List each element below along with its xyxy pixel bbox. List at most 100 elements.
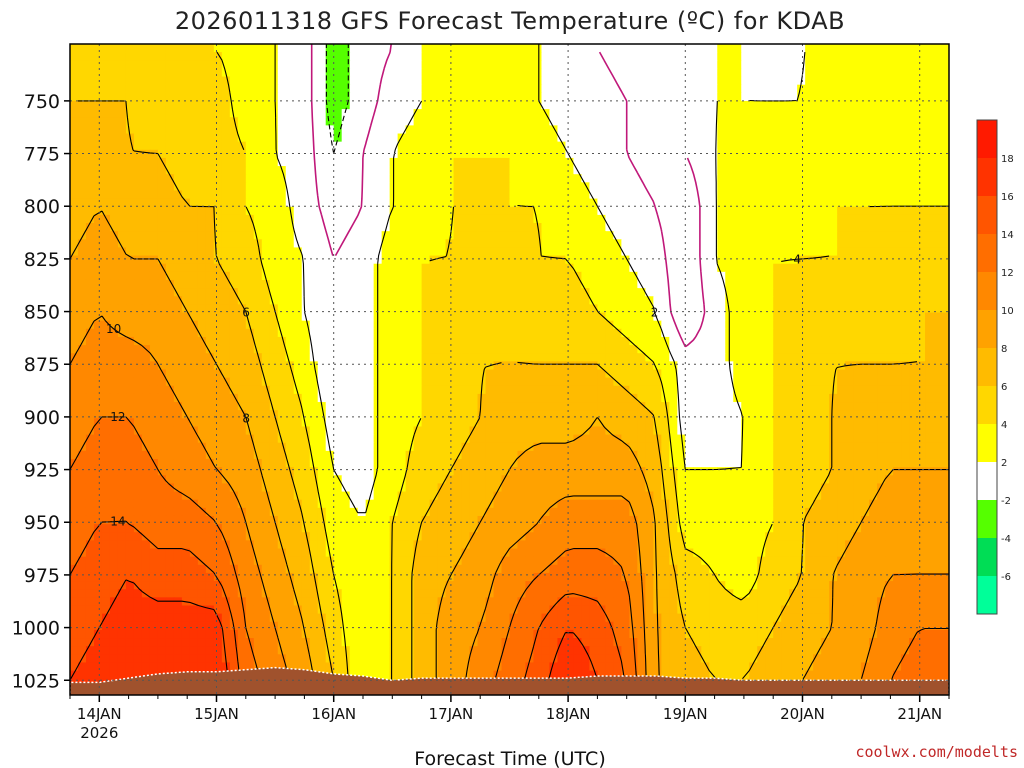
temperature-cell [221,117,231,126]
temperature-cell [469,336,479,346]
temperature-cell [197,60,207,70]
temperature-cell [789,76,798,86]
temperature-cell [197,255,207,265]
temperature-cell [685,385,694,395]
temperature-cell [861,288,870,297]
temperature-cell [589,84,598,94]
temperature-cell [445,52,455,61]
temperature-cell [413,166,423,175]
temperature-cell [917,231,926,240]
temperature-cell [309,182,319,192]
temperature-cell [461,320,471,330]
temperature-cell [741,296,750,305]
temperature-cell [917,68,926,78]
temperature-cell [293,166,303,175]
temperature-cell [477,312,487,322]
temperature-cell [157,92,167,102]
temperature-cell [629,247,638,257]
temperature-cell [621,68,630,78]
temperature-cell [429,149,439,159]
temperature-cell [70,263,79,273]
temperature-cell [901,174,910,183]
temperature-cell [709,166,718,175]
temperature-cell [557,166,567,175]
temperature-cell [365,52,375,61]
temperature-cell [765,174,774,183]
temperature-cell [261,198,271,208]
temperature-cell [749,263,758,273]
temperature-cell [205,345,215,354]
temperature-cell [421,296,431,305]
temperature-cell [501,361,511,371]
temperature-cell [565,328,575,338]
temperature-cell [453,369,463,379]
temperature-cell [205,328,215,338]
temperature-cell [109,109,119,118]
temperature-cell [285,231,295,240]
temperature-cell [349,117,359,126]
temperature-cell [829,133,838,143]
temperature-cell [565,263,575,273]
temperature-cell [741,68,750,78]
temperature-cell [501,206,511,216]
temperature-cell [701,353,710,362]
temperature-cell [693,304,702,314]
temperature-cell [941,288,949,297]
temperature-cell [117,109,127,118]
temperature-cell [141,157,151,167]
temperature-cell [445,369,455,379]
temperature-cell [197,320,207,330]
temperature-cell [341,84,351,94]
temperature-cell [125,125,135,135]
temperature-cell [941,206,949,216]
temperature-cell [789,182,798,192]
temperature-cell [213,174,223,183]
temperature-cell [429,353,439,362]
temperature-cell [877,84,886,94]
temperature-cell [709,117,718,126]
temperature-cell [293,44,303,53]
temperature-cell [93,149,103,159]
temperature-cell [917,304,926,314]
temperature-cell [157,117,167,126]
temperature-cell [565,223,575,232]
temperature-cell [165,76,175,86]
temperature-cell [397,141,407,151]
temperature-cell [301,190,311,200]
temperature-cell [661,133,670,143]
temperature-cell [645,109,654,118]
temperature-cell [77,320,87,330]
temperature-cell [133,182,143,192]
temperature-cell [333,198,343,208]
temperature-cell [621,157,630,167]
temperature-cell [229,369,239,379]
temperature-cell [885,239,894,249]
temperature-cell [701,166,710,175]
temperature-cell [549,149,559,159]
temperature-cell [741,239,750,249]
temperature-cell [189,60,199,70]
temperature-cell [397,52,407,61]
temperature-cell [485,271,495,281]
temperature-cell [133,336,143,346]
temperature-cell [837,385,846,395]
temperature-cell [485,214,495,224]
temperature-cell [213,109,223,118]
temperature-cell [685,166,694,175]
temperature-cell [221,312,231,322]
temperature-cell [709,76,718,86]
temperature-cell [829,206,838,216]
temperature-cell [613,223,622,232]
temperature-cell [677,223,686,232]
temperature-cell [397,239,407,249]
temperature-cell [933,345,942,354]
temperature-cell [773,133,782,143]
temperature-cell [661,377,670,387]
temperature-cell [941,336,949,346]
temperature-cell [685,109,694,118]
temperature-cell [597,44,606,53]
temperature-cell [293,296,303,305]
temperature-cell [517,198,527,208]
temperature-cell [941,353,949,362]
temperature-cell [421,174,431,183]
